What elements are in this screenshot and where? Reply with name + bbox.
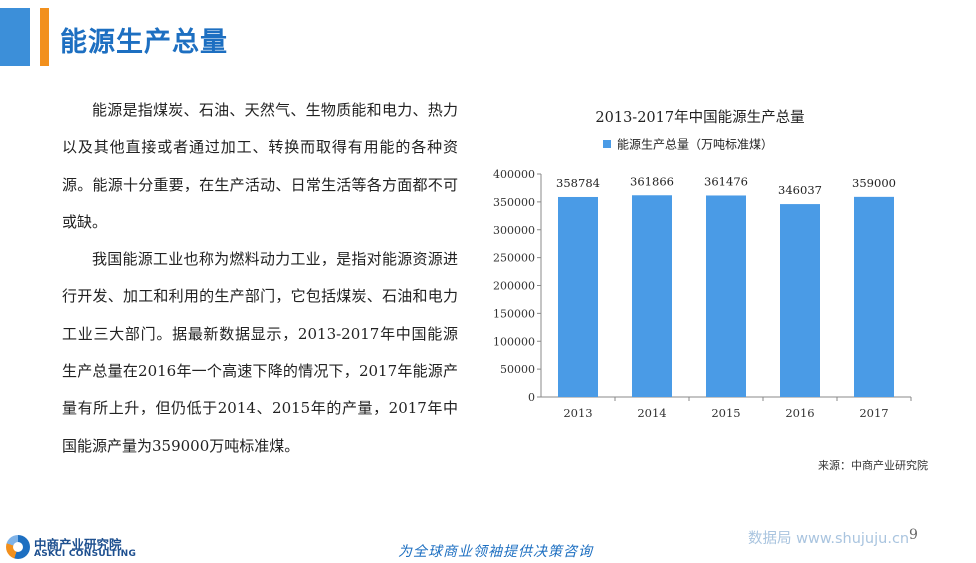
header-accent-orange bbox=[40, 8, 49, 66]
data-label-2014: 361866 bbox=[630, 174, 674, 188]
source-note: 来源：中商产业研究院 bbox=[818, 459, 928, 472]
y-tick-label: 300000 bbox=[493, 224, 535, 237]
chart-title: 2013-2017年中国能源生产总量 bbox=[595, 109, 804, 126]
page-number: 9 bbox=[909, 527, 918, 543]
y-tick-label: 150000 bbox=[493, 307, 535, 320]
y-tick-label: 250000 bbox=[493, 252, 535, 265]
header-accent-blue bbox=[0, 8, 30, 66]
y-tick-label: 0 bbox=[528, 391, 535, 404]
bar-2017 bbox=[854, 196, 894, 397]
watermark: 数据局 www.shujuju.cn bbox=[748, 531, 910, 547]
x-tick-label-2013: 2013 bbox=[563, 406, 592, 420]
logo-text-en: ASKCI CONSULTING bbox=[34, 549, 137, 559]
page-title: 能源生产总量 bbox=[60, 27, 228, 58]
body-text: 能源是指煤炭、石油、天然气、生物质能和电力、热力以及其他直接或者通过加工、转换而… bbox=[62, 92, 458, 465]
y-tick-label: 200000 bbox=[493, 280, 535, 293]
logo-text-cn: 中商产业研究院 bbox=[34, 537, 122, 552]
data-label-2016: 346037 bbox=[778, 183, 822, 197]
x-tick-label-2014: 2014 bbox=[637, 406, 666, 420]
bar-2013 bbox=[558, 196, 598, 397]
paragraph-2: 我国能源工业也称为燃料动力工业，是指对能源资源进行开发、加工和利用的生产部门，它… bbox=[62, 250, 458, 455]
legend-label: 能源生产总量（万吨标准煤） bbox=[617, 138, 773, 152]
y-tick-label: 400000 bbox=[493, 168, 535, 181]
data-label-2017: 359000 bbox=[852, 176, 896, 190]
x-tick-label-2015: 2015 bbox=[711, 406, 740, 420]
x-tick-label-2017: 2017 bbox=[859, 406, 888, 420]
data-label-2013: 358784 bbox=[556, 176, 600, 190]
askci-logo: 中商产业研究院 ASKCI CONSULTING bbox=[6, 534, 166, 562]
y-tick-label: 50000 bbox=[500, 363, 535, 376]
logo-mark-icon bbox=[6, 535, 30, 559]
x-tick-label-2016: 2016 bbox=[785, 406, 814, 420]
y-tick-label: 100000 bbox=[493, 335, 535, 348]
footer-slogan: 为全球商业领袖提供决策咨询 bbox=[398, 544, 593, 560]
bar-2016 bbox=[780, 204, 820, 397]
paragraph-1: 能源是指煤炭、石油、天然气、生物质能和电力、热力以及其他直接或者通过加工、转换而… bbox=[62, 101, 458, 231]
bar-2015 bbox=[706, 195, 746, 397]
legend-swatch bbox=[603, 140, 611, 148]
bar-2014 bbox=[632, 195, 672, 397]
y-tick-label: 350000 bbox=[493, 196, 535, 209]
data-label-2015: 361476 bbox=[704, 174, 748, 188]
